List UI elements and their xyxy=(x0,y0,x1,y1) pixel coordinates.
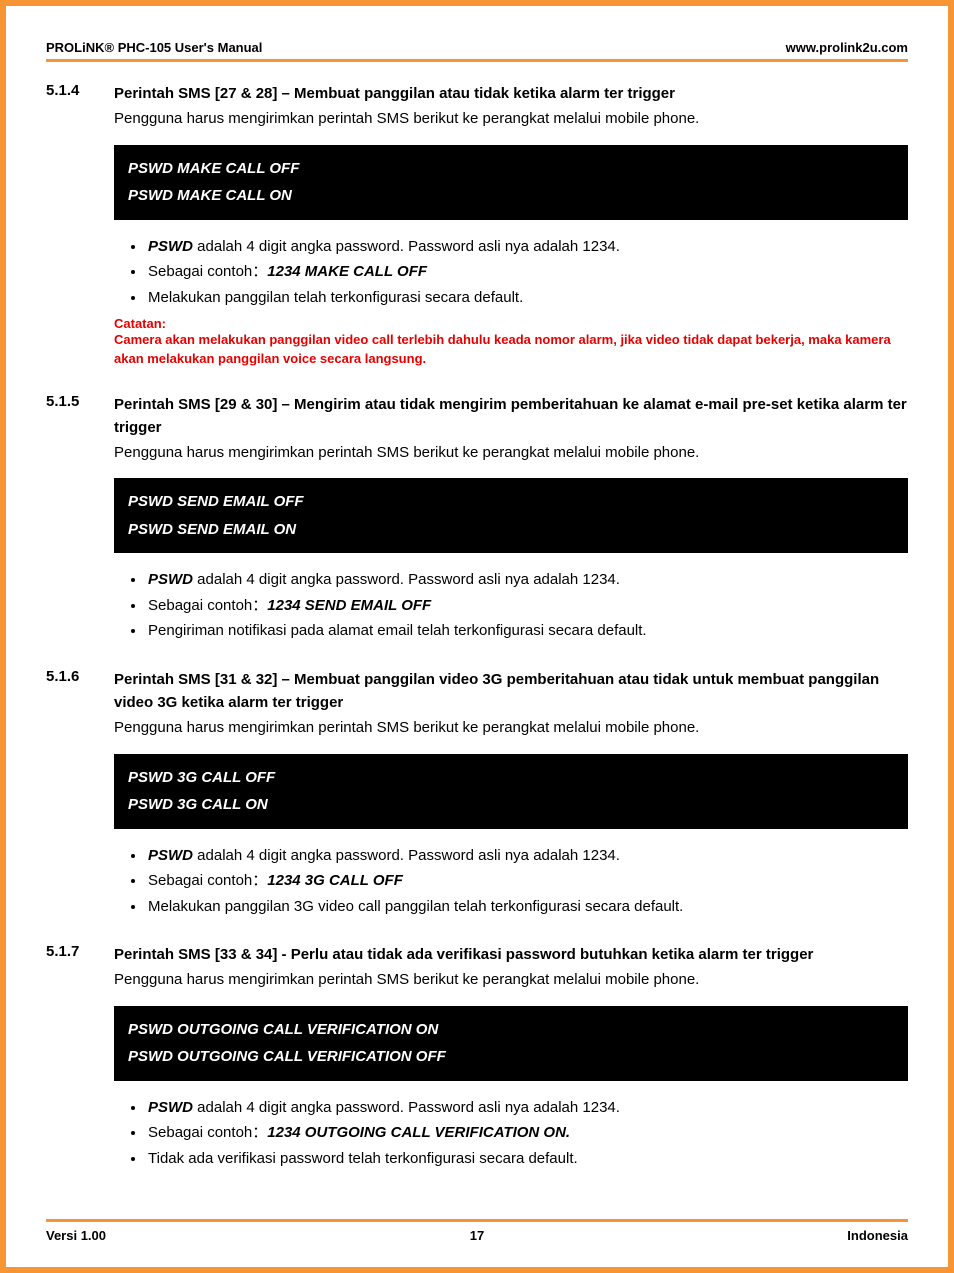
section-title: Perintah SMS [33 & 34] - Perlu atau tida… xyxy=(114,943,908,966)
example-bold: 1234 OUTGOING CALL VERIFICATION ON. xyxy=(267,1124,570,1141)
section-5-1-5: 5.1.5 Perintah SMS [29 & 30] – Mengirim … xyxy=(46,393,908,644)
command-line: PSWD OUTGOING CALL VERIFICATION ON xyxy=(128,1016,894,1044)
bullet-pre: Sebagai contoh： xyxy=(148,597,267,614)
example-bold: 1234 SEND EMAIL OFF xyxy=(267,597,431,614)
bullet-item: Sebagai contoh：1234 OUTGOING CALL VERIFI… xyxy=(146,1120,908,1146)
section-heading: 5.1.5 Perintah SMS [29 & 30] – Mengirim … xyxy=(46,393,908,465)
bullet-text: Melakukan panggilan 3G video call panggi… xyxy=(148,898,683,915)
command-line: PSWD SEND EMAIL ON xyxy=(128,516,894,544)
section-intro: Pengguna harus mengirimkan perintah SMS … xyxy=(114,968,908,991)
command-box: PSWD SEND EMAIL OFF PSWD SEND EMAIL ON xyxy=(114,478,908,553)
command-line: PSWD MAKE CALL ON xyxy=(128,182,894,210)
bullet-item: Melakukan panggilan telah terkonfigurasi… xyxy=(146,285,908,311)
bullet-item: PSWD adalah 4 digit angka password. Pass… xyxy=(146,1095,908,1121)
example-bold: 1234 MAKE CALL OFF xyxy=(267,263,427,280)
bullet-list: PSWD adalah 4 digit angka password. Pass… xyxy=(146,843,908,920)
bullet-item: Sebagai contoh：1234 3G CALL OFF xyxy=(146,868,908,894)
bullet-item: PSWD adalah 4 digit angka password. Pass… xyxy=(146,843,908,869)
footer-right: Indonesia xyxy=(621,1228,908,1243)
section-title: Perintah SMS [27 & 28] – Membuat panggil… xyxy=(114,82,908,105)
bullet-list: PSWD adalah 4 digit angka password. Pass… xyxy=(146,234,908,311)
bullet-text: adalah 4 digit angka password. Password … xyxy=(193,238,620,255)
section-body: PSWD MAKE CALL OFF PSWD MAKE CALL ON PSW… xyxy=(114,145,908,369)
example-bold: 1234 3G CALL OFF xyxy=(267,872,403,889)
bullet-item: Sebagai contoh：1234 SEND EMAIL OFF xyxy=(146,593,908,619)
bullet-text: Pengiriman notifikasi pada alamat email … xyxy=(148,622,647,639)
keyword: PSWD xyxy=(148,238,193,255)
section-number: 5.1.4 xyxy=(46,82,92,99)
section-5-1-4: 5.1.4 Perintah SMS [27 & 28] – Membuat p… xyxy=(46,82,908,369)
footer-left: Versi 1.00 xyxy=(46,1228,333,1243)
bullet-item: Melakukan panggilan 3G video call panggi… xyxy=(146,894,908,920)
page-frame: PROLiNK® PHC-105 User's Manual www.proli… xyxy=(0,0,954,1273)
section-5-1-6: 5.1.6 Perintah SMS [31 & 32] – Membuat p… xyxy=(46,668,908,919)
section-intro: Pengguna harus mengirimkan perintah SMS … xyxy=(114,107,908,130)
section-heading: 5.1.6 Perintah SMS [31 & 32] – Membuat p… xyxy=(46,668,908,740)
section-heading: 5.1.7 Perintah SMS [33 & 34] - Perlu ata… xyxy=(46,943,908,992)
header-right: www.prolink2u.com xyxy=(786,40,908,55)
bullet-item: PSWD adalah 4 digit angka password. Pass… xyxy=(146,567,908,593)
bullet-text: Tidak ada verifikasi password telah terk… xyxy=(148,1150,578,1167)
section-body: PSWD 3G CALL OFF PSWD 3G CALL ON PSWD ad… xyxy=(114,754,908,920)
section-number: 5.1.6 xyxy=(46,668,92,685)
section-5-1-7: 5.1.7 Perintah SMS [33 & 34] - Perlu ata… xyxy=(46,943,908,1171)
bullet-text: Melakukan panggilan telah terkonfigurasi… xyxy=(148,289,523,306)
page-header: PROLiNK® PHC-105 User's Manual www.proli… xyxy=(46,40,908,62)
section-body: PSWD OUTGOING CALL VERIFICATION ON PSWD … xyxy=(114,1006,908,1172)
command-box: PSWD OUTGOING CALL VERIFICATION ON PSWD … xyxy=(114,1006,908,1081)
command-line: PSWD SEND EMAIL OFF xyxy=(128,488,894,516)
section-body: PSWD SEND EMAIL OFF PSWD SEND EMAIL ON P… xyxy=(114,478,908,644)
bullet-text: adalah 4 digit angka password. Password … xyxy=(193,847,620,864)
bullet-text: adalah 4 digit angka password. Password … xyxy=(193,571,620,588)
section-title: Perintah SMS [31 & 32] – Membuat panggil… xyxy=(114,668,908,715)
section-heading: 5.1.4 Perintah SMS [27 & 28] – Membuat p… xyxy=(46,82,908,131)
bullet-item: Pengiriman notifikasi pada alamat email … xyxy=(146,618,908,644)
section-intro: Pengguna harus mengirimkan perintah SMS … xyxy=(114,716,908,739)
section-number: 5.1.7 xyxy=(46,943,92,960)
bullet-item: Tidak ada verifikasi password telah terk… xyxy=(146,1146,908,1172)
command-line: PSWD MAKE CALL OFF xyxy=(128,155,894,183)
bullet-text: adalah 4 digit angka password. Password … xyxy=(193,1099,620,1116)
command-line: PSWD OUTGOING CALL VERIFICATION OFF xyxy=(128,1043,894,1071)
section-number: 5.1.5 xyxy=(46,393,92,410)
keyword: PSWD xyxy=(148,847,193,864)
bullet-list: PSWD adalah 4 digit angka password. Pass… xyxy=(146,1095,908,1172)
note-label: Catatan: xyxy=(114,316,908,331)
page-footer: Versi 1.00 17 Indonesia xyxy=(46,1219,908,1243)
bullet-item: PSWD adalah 4 digit angka password. Pass… xyxy=(146,234,908,260)
keyword: PSWD xyxy=(148,571,193,588)
page-content: 5.1.4 Perintah SMS [27 & 28] – Membuat p… xyxy=(46,82,908,1219)
header-left: PROLiNK® PHC-105 User's Manual xyxy=(46,40,262,55)
note-text: Camera akan melakukan panggilan video ca… xyxy=(114,331,908,369)
command-box: PSWD 3G CALL OFF PSWD 3G CALL ON xyxy=(114,754,908,829)
section-title: Perintah SMS [29 & 30] – Mengirim atau t… xyxy=(114,393,908,440)
command-box: PSWD MAKE CALL OFF PSWD MAKE CALL ON xyxy=(114,145,908,220)
keyword: PSWD xyxy=(148,1099,193,1116)
bullet-pre: Sebagai contoh： xyxy=(148,1124,267,1141)
footer-page-number: 17 xyxy=(333,1228,620,1243)
bullet-list: PSWD adalah 4 digit angka password. Pass… xyxy=(146,567,908,644)
section-intro: Pengguna harus mengirimkan perintah SMS … xyxy=(114,441,908,464)
bullet-pre: Sebagai contoh： xyxy=(148,872,267,889)
command-line: PSWD 3G CALL ON xyxy=(128,791,894,819)
bullet-item: Sebagai contoh：1234 MAKE CALL OFF xyxy=(146,259,908,285)
command-line: PSWD 3G CALL OFF xyxy=(128,764,894,792)
bullet-pre: Sebagai contoh： xyxy=(148,263,267,280)
